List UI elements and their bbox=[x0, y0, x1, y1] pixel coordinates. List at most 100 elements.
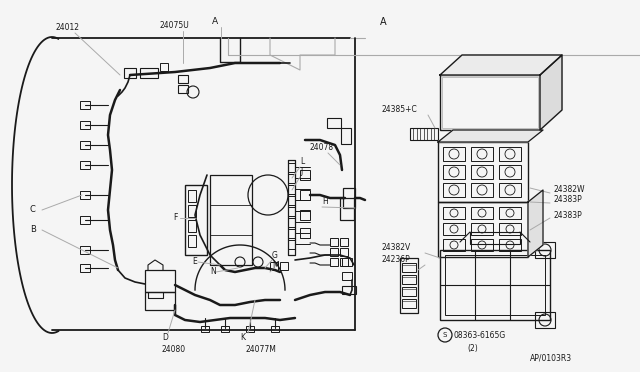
Bar bbox=[340, 238, 348, 246]
Bar bbox=[341, 128, 351, 144]
Bar bbox=[300, 228, 310, 238]
Bar bbox=[443, 147, 465, 161]
Bar bbox=[140, 68, 158, 78]
Bar bbox=[178, 85, 188, 93]
Text: N: N bbox=[210, 267, 216, 276]
Bar bbox=[288, 207, 295, 216]
Text: L: L bbox=[300, 157, 304, 167]
Bar bbox=[288, 218, 295, 227]
Bar bbox=[471, 147, 493, 161]
Bar bbox=[402, 287, 416, 296]
Polygon shape bbox=[528, 190, 543, 257]
Text: A: A bbox=[380, 17, 387, 27]
Bar bbox=[342, 286, 356, 294]
Bar bbox=[327, 118, 341, 128]
Text: 24080: 24080 bbox=[162, 346, 186, 355]
Bar bbox=[288, 185, 295, 194]
Bar bbox=[288, 229, 295, 238]
Text: (2): (2) bbox=[467, 343, 477, 353]
Bar bbox=[288, 174, 295, 183]
Bar bbox=[201, 326, 209, 332]
Bar bbox=[410, 128, 438, 140]
Text: G: G bbox=[272, 250, 278, 260]
Text: AP/0103R3: AP/0103R3 bbox=[530, 353, 572, 362]
Polygon shape bbox=[440, 55, 562, 75]
Bar bbox=[342, 258, 352, 266]
Bar bbox=[471, 165, 493, 179]
Text: 24075U: 24075U bbox=[160, 22, 189, 31]
Text: D: D bbox=[162, 334, 168, 343]
Text: S: S bbox=[443, 332, 447, 338]
Bar bbox=[342, 272, 352, 280]
Bar bbox=[124, 68, 136, 78]
Bar bbox=[443, 207, 465, 219]
Bar bbox=[445, 255, 545, 315]
Bar bbox=[288, 196, 295, 205]
Bar bbox=[80, 246, 90, 254]
Bar bbox=[440, 250, 550, 320]
Bar bbox=[288, 163, 295, 172]
Bar bbox=[300, 190, 310, 200]
Bar bbox=[221, 326, 229, 332]
Bar bbox=[210, 175, 252, 265]
Bar bbox=[80, 264, 90, 272]
Bar bbox=[246, 326, 254, 332]
Bar bbox=[440, 75, 540, 130]
Text: 24236P: 24236P bbox=[382, 256, 411, 264]
Bar bbox=[288, 240, 295, 249]
Bar bbox=[499, 223, 521, 235]
Text: 24012: 24012 bbox=[55, 23, 79, 32]
Text: H: H bbox=[322, 198, 328, 206]
Bar bbox=[330, 238, 338, 246]
Bar bbox=[402, 299, 416, 308]
Bar bbox=[340, 248, 348, 256]
Bar bbox=[471, 183, 493, 197]
Bar bbox=[178, 75, 188, 83]
Bar bbox=[499, 147, 521, 161]
Bar bbox=[438, 142, 528, 202]
Bar bbox=[443, 165, 465, 179]
Bar bbox=[499, 165, 521, 179]
Bar bbox=[330, 258, 338, 266]
Bar bbox=[402, 263, 416, 272]
Bar bbox=[185, 185, 207, 255]
Bar bbox=[499, 207, 521, 219]
Text: 24385+C: 24385+C bbox=[382, 106, 418, 115]
Text: 08363-6165G: 08363-6165G bbox=[454, 330, 506, 340]
Bar bbox=[443, 183, 465, 197]
Bar bbox=[188, 235, 196, 247]
Text: E: E bbox=[192, 257, 196, 266]
Bar bbox=[535, 312, 555, 328]
Polygon shape bbox=[438, 130, 543, 142]
Bar bbox=[471, 207, 493, 219]
Bar bbox=[80, 101, 90, 109]
Text: 24382W: 24382W bbox=[553, 186, 584, 195]
Text: K: K bbox=[240, 334, 245, 343]
Text: 24383P: 24383P bbox=[553, 196, 582, 205]
Bar bbox=[340, 198, 354, 220]
Bar bbox=[438, 202, 528, 257]
Text: J: J bbox=[300, 167, 302, 176]
Text: 24078: 24078 bbox=[310, 144, 334, 153]
Bar bbox=[145, 292, 175, 310]
Bar bbox=[300, 210, 310, 220]
Bar bbox=[499, 183, 521, 197]
Bar bbox=[343, 188, 355, 208]
Bar bbox=[160, 63, 168, 71]
Bar bbox=[80, 191, 90, 199]
Text: 24383P: 24383P bbox=[553, 211, 582, 219]
Bar bbox=[80, 161, 90, 169]
Bar bbox=[443, 223, 465, 235]
Bar bbox=[535, 242, 555, 258]
Bar bbox=[271, 326, 279, 332]
Text: 24382V: 24382V bbox=[382, 244, 412, 253]
Bar bbox=[145, 270, 175, 292]
Text: M: M bbox=[272, 260, 278, 269]
Bar bbox=[188, 190, 196, 202]
Text: C: C bbox=[30, 205, 36, 215]
Bar bbox=[471, 239, 493, 251]
Bar bbox=[300, 170, 310, 180]
Bar bbox=[80, 216, 90, 224]
Bar bbox=[402, 275, 416, 284]
Text: B: B bbox=[30, 225, 36, 234]
